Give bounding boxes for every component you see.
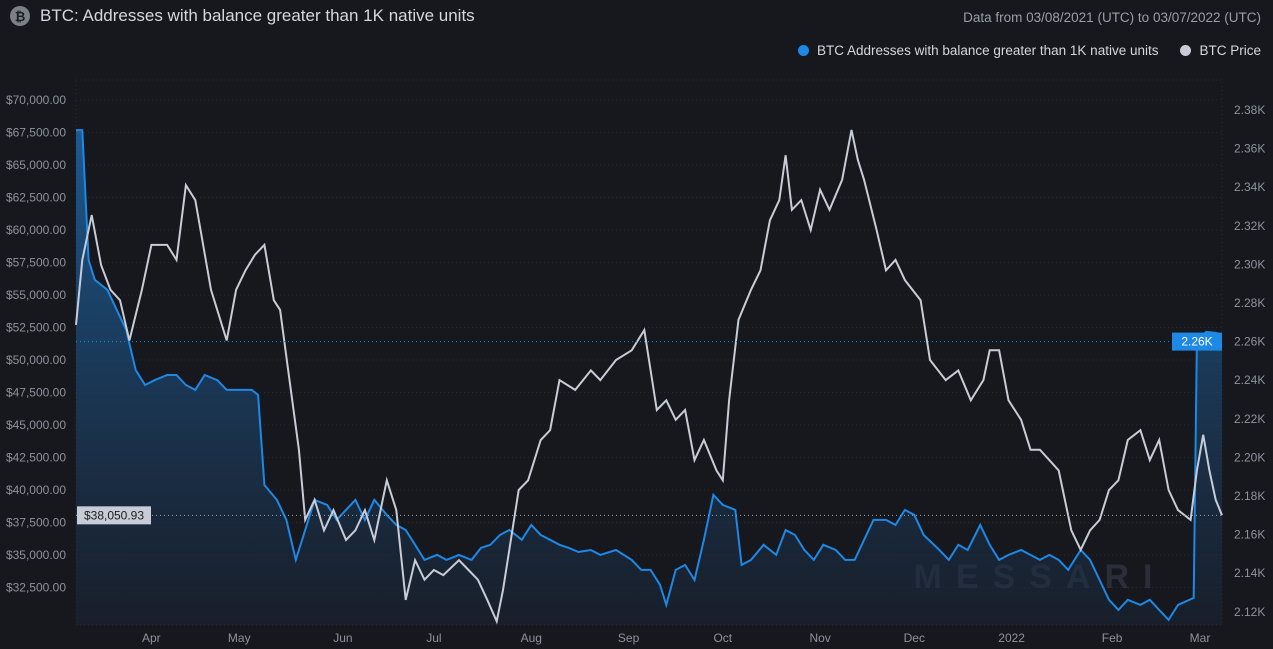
legend: BTC Addresses with balance greater than …: [798, 43, 1261, 58]
right-axis-tick-label: 2.22K: [1234, 412, 1265, 426]
right-axis-tick-label: 2.14K: [1234, 566, 1265, 580]
left-axis-tick-label: $67,500.00: [6, 126, 66, 140]
legend-label: BTC Addresses with balance greater than …: [817, 43, 1159, 58]
x-axis-tick-label: Jun: [333, 631, 352, 645]
right-axis-tick-label: 2.38K: [1234, 103, 1265, 117]
left-axis-tick-label: $65,000.00: [6, 158, 66, 172]
x-axis-tick-label: Mar: [1190, 631, 1211, 645]
legend-item-addresses[interactable]: BTC Addresses with balance greater than …: [798, 43, 1158, 58]
x-axis-tick-label: Dec: [904, 631, 925, 645]
left-axis-tick-label: $57,500.00: [6, 256, 66, 270]
x-axis-tick-label: Apr: [142, 631, 161, 645]
left-axis-tick-label: $47,500.00: [6, 386, 66, 400]
addresses-current-label: 2.26K: [1181, 335, 1212, 349]
right-axis-tick-label: 2.30K: [1234, 257, 1265, 271]
right-axis-tick-label: 2.32K: [1234, 219, 1265, 233]
right-axis-tick-label: 2.16K: [1234, 528, 1265, 542]
addresses-line: [76, 129, 1223, 622]
right-axis-tick-label: 2.34K: [1234, 180, 1265, 194]
right-axis-tick-label: 2.24K: [1234, 373, 1265, 387]
right-axis-tick-label: 2.20K: [1234, 450, 1265, 464]
x-axis-tick-label: May: [228, 631, 251, 645]
addresses-current-badge: [1172, 332, 1222, 351]
chart-title: ₿ BTC: Addresses with balance greater th…: [10, 6, 475, 26]
x-axis-tick-label: Jul: [426, 631, 441, 645]
left-axis-tick-label: $52,500.00: [6, 321, 66, 335]
date-range: Data from 03/08/2021 (UTC) to 03/07/2022…: [963, 10, 1261, 25]
left-axis-tick-label: $62,500.00: [6, 191, 66, 205]
left-axis-tick-label: $35,000.00: [6, 548, 66, 562]
right-axis-tick-label: 2.28K: [1234, 296, 1265, 310]
left-axis-tick-label: $70,000.00: [6, 93, 66, 107]
price-current-badge: [77, 506, 151, 525]
x-axis-tick-label: 2022: [998, 631, 1025, 645]
legend-label: BTC Price: [1199, 43, 1261, 58]
left-axis-tick-label: $37,500.00: [6, 516, 66, 530]
left-axis-tick-label: $45,000.00: [6, 418, 66, 432]
price-line: [75, 129, 1223, 625]
price-current-label: $38,050.93: [84, 508, 144, 522]
left-axis-tick-label: $32,500.00: [6, 581, 66, 595]
x-axis-tick-label: Aug: [521, 631, 542, 645]
right-axis-tick-label: 2.12K: [1234, 605, 1265, 619]
x-axis-tick-label: Nov: [809, 631, 830, 645]
x-axis-tick-label: Sep: [618, 631, 640, 645]
legend-dot-icon: [1180, 45, 1192, 56]
x-axis-tick-label: Oct: [713, 631, 732, 645]
right-axis-tick-label: 2.26K: [1234, 335, 1265, 349]
addresses-area: [76, 130, 1222, 625]
legend-item-price[interactable]: BTC Price: [1180, 43, 1261, 58]
legend-dot-icon: [798, 45, 810, 56]
chart-title-text: BTC: Addresses with balance greater than…: [40, 6, 475, 25]
left-axis-tick-label: $42,500.00: [6, 451, 66, 465]
right-axis-tick-label: 2.36K: [1234, 142, 1265, 156]
left-axis-tick-label: $40,000.00: [6, 483, 66, 497]
left-axis-tick-label: $50,000.00: [6, 353, 66, 367]
left-axis-tick-label: $55,000.00: [6, 288, 66, 302]
right-axis-tick-label: 2.18K: [1234, 489, 1265, 503]
left-axis-tick-label: $60,000.00: [6, 223, 66, 237]
x-axis-tick-label: Feb: [1102, 631, 1123, 645]
bitcoin-icon: ₿: [10, 6, 30, 26]
